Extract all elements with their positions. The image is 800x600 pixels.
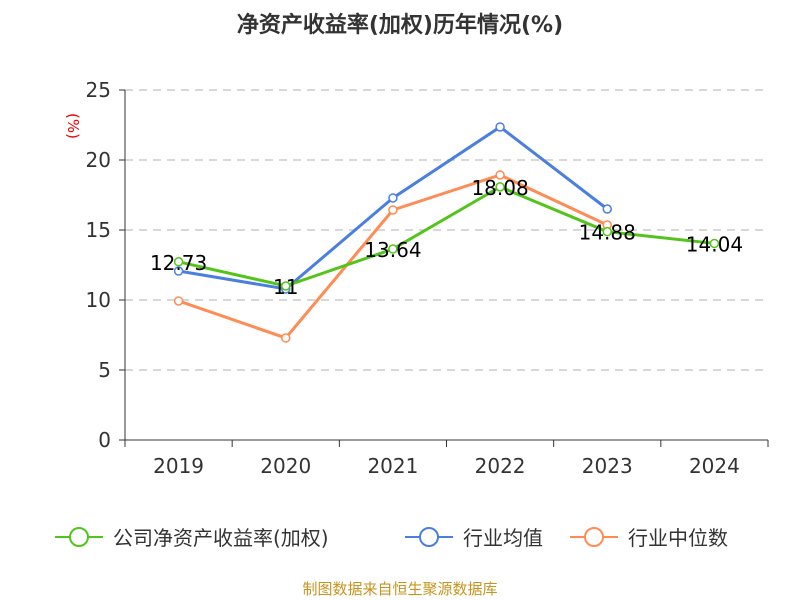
legend-label: 行业中位数 [628,526,728,550]
data-point[interactable] [388,205,398,215]
data-label: 14.88 [579,221,636,245]
y-tick-label: 15 [86,218,111,242]
legend-circle-icon [69,527,89,547]
legend-label: 公司净资产收益率(加权) [113,526,329,550]
y-tick-label: 0 [98,428,111,452]
legend-item[interactable]: 公司净资产收益率(加权) [55,526,329,550]
legend-item[interactable]: 行业均值 [405,526,543,550]
x-tick-label: 2024 [689,454,740,478]
series-line [178,185,715,288]
x-tick-label: 2022 [475,454,526,478]
data-point[interactable] [173,296,184,306]
data-label: 12.73 [150,251,207,275]
legend-label: 行业均值 [463,526,543,550]
y-axis-label: (%) [64,113,82,139]
y-tick-label: 25 [86,78,111,102]
x-tick-label: 2023 [582,454,633,478]
legend-item[interactable]: 行业中位数 [570,526,728,550]
x-tick-label: 2020 [260,454,311,478]
data-point[interactable] [602,226,612,237]
legend-circle-icon [584,527,604,547]
data-point[interactable] [388,244,398,254]
source-note: 制图数据来自恒生聚源数据库 [302,580,497,598]
data-point[interactable] [602,204,612,214]
data-point[interactable] [173,257,184,267]
y-tick-label: 10 [86,288,111,312]
data-point[interactable] [281,333,291,343]
y-tick-label: 5 [98,358,111,382]
data-label: 11 [273,275,298,299]
data-label: 18.08 [471,176,528,200]
data-point[interactable] [388,193,398,203]
chart-title: 净资产收益率(加权)历年情况(%) [237,12,563,38]
x-tick-label: 2021 [367,454,418,478]
data-point[interactable] [495,122,505,132]
data-point[interactable] [281,281,291,291]
data-label: 13.64 [364,238,421,262]
x-tick-label: 2019 [153,454,204,478]
y-tick-label: 20 [86,148,111,172]
data-point[interactable] [173,266,184,276]
data-label: 14.04 [686,232,743,256]
data-point[interactable] [495,182,505,192]
data-point[interactable] [709,238,720,249]
legend-circle-icon [419,527,439,547]
data-point[interactable] [495,170,505,180]
